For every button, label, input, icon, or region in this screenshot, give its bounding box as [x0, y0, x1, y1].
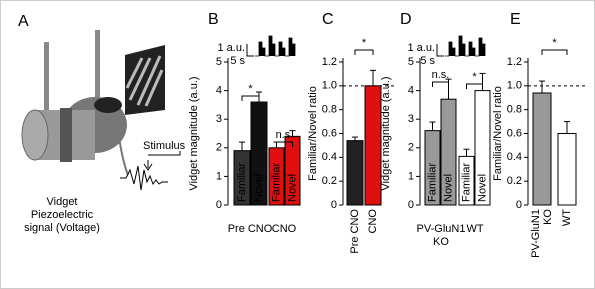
- trace: [255, 35, 296, 57]
- bar-label: Novel: [253, 174, 265, 202]
- caption: Vidget: [47, 196, 78, 208]
- significance-label: *: [362, 37, 367, 49]
- y-tick-label: 0.8: [507, 104, 522, 116]
- caption: signal (Voltage): [24, 222, 100, 234]
- x-tick-label: WT: [561, 209, 573, 226]
- bar: [364, 85, 382, 206]
- scale-label: 1 a.u.: [217, 42, 245, 54]
- group-label: CNO: [272, 223, 297, 235]
- significance-label: n.s.: [432, 69, 450, 81]
- group-label: KO: [433, 236, 449, 248]
- y-tick-label: 3: [216, 113, 222, 125]
- stimulus-label: Stimulus: [143, 140, 186, 152]
- group-label: WT: [466, 223, 483, 235]
- y-tick-label: 1.0: [322, 80, 337, 92]
- significance-bracket: [354, 49, 374, 55]
- y-tick-label: 0: [408, 199, 414, 211]
- scale-label: 1 a.u.: [407, 42, 435, 54]
- y-tick-label: 0: [216, 199, 222, 211]
- y-tick-label: 4: [216, 85, 222, 97]
- y-tick-label: 5: [408, 56, 414, 68]
- y-tick-label: 1: [216, 170, 222, 182]
- bar: [458, 155, 475, 206]
- panel-label: E: [510, 11, 521, 28]
- y-tick-label: 0: [516, 199, 522, 211]
- bar: [233, 150, 251, 206]
- y-axis-label: Vidget magnitude (a.u.): [380, 76, 392, 190]
- y-tick-label: 0.4: [322, 151, 337, 163]
- bar-label: Novel: [476, 174, 488, 202]
- y-tick-label: 0.4: [507, 151, 522, 163]
- scale-bar: [246, 44, 254, 57]
- bar-label: Familiar: [460, 163, 472, 202]
- bar: [268, 147, 285, 206]
- scale-label: 5 s: [230, 55, 245, 67]
- scale-label: 5 s: [420, 55, 435, 67]
- scale-bar: [436, 44, 444, 57]
- bar: [557, 133, 577, 206]
- y-tick-label: 2: [216, 142, 222, 154]
- bar-label: Familiar: [236, 163, 248, 202]
- y-tick-label: 1.2: [507, 56, 522, 68]
- x-tick-label: CNO: [367, 209, 379, 234]
- y-tick-label: 5: [216, 56, 222, 68]
- bar: [346, 140, 364, 206]
- bar-label: Familiar: [426, 163, 438, 202]
- x-tick-label: KO: [542, 209, 554, 225]
- y-tick-label: 1: [408, 170, 414, 182]
- y-tick-label: 0.2: [322, 175, 337, 187]
- y-tick-label: 0.6: [322, 127, 337, 139]
- y-axis-label: Familiar/Novel ratio: [492, 86, 504, 181]
- caption: Piezoelectric: [31, 209, 94, 221]
- significance-label: *: [472, 71, 477, 83]
- significance-label: *: [248, 83, 253, 95]
- significance-bracket: [466, 83, 483, 89]
- y-tick-label: 2: [408, 142, 414, 154]
- significance-bracket: [541, 49, 568, 55]
- group-label: PV-GluN1: [417, 223, 466, 235]
- bar: [474, 90, 491, 206]
- bar: [532, 92, 552, 206]
- bar: [284, 135, 301, 206]
- bar: [440, 98, 457, 206]
- panel-label: A: [18, 13, 29, 30]
- bar: [250, 101, 268, 206]
- y-axis-label: Vidget magnitude (a.u.): [188, 76, 200, 190]
- bar-label: Familiar: [270, 163, 282, 202]
- group-label: Pre CNO: [228, 223, 273, 235]
- panel-label: C: [322, 11, 334, 28]
- y-axis-label: Familiar/Novel ratio: [307, 86, 319, 181]
- y-tick-label: 3: [408, 113, 414, 125]
- significance-label: n.s.: [276, 129, 294, 141]
- y-tick-label: 4: [408, 85, 414, 97]
- panel-label: B: [208, 11, 219, 28]
- x-tick-label: Pre CNO: [349, 209, 361, 254]
- y-tick-label: 0.6: [507, 127, 522, 139]
- significance-bracket: [432, 81, 449, 87]
- y-tick-label: 0.8: [322, 104, 337, 116]
- significance-label: *: [552, 37, 557, 49]
- y-tick-label: 1.2: [322, 56, 337, 68]
- y-tick-label: 0: [331, 199, 337, 211]
- bar: [424, 130, 441, 206]
- x-tick-label: PV-GluN1: [530, 209, 542, 258]
- bar-label: Novel: [286, 174, 298, 202]
- significance-bracket: [276, 141, 293, 147]
- bar-label: Novel: [442, 174, 454, 202]
- y-tick-label: 0.2: [507, 175, 522, 187]
- y-tick-label: 1.0: [507, 80, 522, 92]
- panel-label: D: [400, 11, 412, 28]
- significance-bracket: [241, 95, 260, 101]
- illustration: [21, 30, 181, 191]
- trace: [445, 35, 486, 57]
